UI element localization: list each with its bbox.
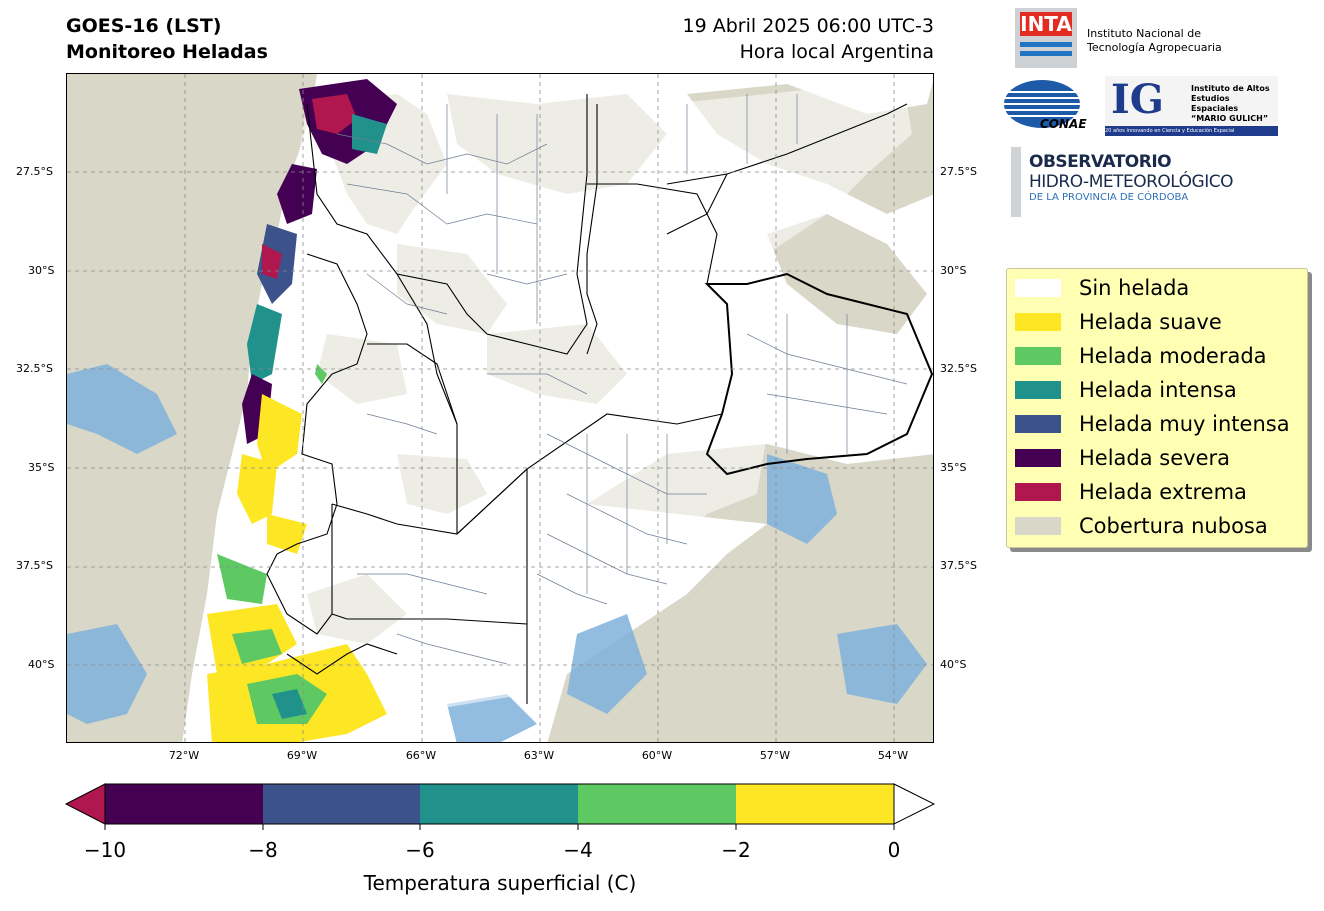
- lon-label: 66°W: [405, 749, 437, 762]
- lon-label: 69°W: [286, 749, 318, 762]
- legend-swatch: [1015, 517, 1061, 535]
- legend-label: Cobertura nubosa: [1079, 514, 1268, 538]
- colorbar-title: Temperatura superficial (C): [363, 871, 637, 895]
- date-line: 19 Abril 2025 06:00 UTC-3: [682, 15, 934, 37]
- colorbar: [64, 783, 936, 830]
- legend-item: Helada extrema: [1015, 477, 1247, 507]
- lon-label: 72°W: [168, 749, 200, 762]
- lat-label-right: 37.5°S: [940, 559, 977, 572]
- colorbar-tick: −10: [83, 838, 127, 862]
- colorbar-segment: [263, 784, 420, 824]
- legend-label: Helada suave: [1079, 310, 1222, 334]
- inta-mark: INTA: [1020, 12, 1072, 36]
- colorbar-segment: [420, 784, 578, 824]
- colorbar-over-arrow: [893, 783, 936, 825]
- department-boundaries: [336, 94, 908, 665]
- conae-logo: [1004, 80, 1080, 128]
- chart-title: GOES-16 (LST) Monitoreo Heladas: [66, 13, 268, 65]
- colorbar-tick: −4: [563, 838, 593, 862]
- legend-swatch: [1015, 279, 1061, 297]
- lat-label-left: 40°S: [28, 658, 55, 671]
- lon-label: 60°W: [641, 749, 673, 762]
- lat-label-left: 30°S: [28, 264, 55, 277]
- lon-label: 57°W: [759, 749, 791, 762]
- legend-swatch: [1015, 483, 1061, 501]
- lon-label: 54°W: [877, 749, 909, 762]
- map-panel: [66, 73, 934, 743]
- frost-layer: [207, 79, 397, 742]
- lat-label-left: 32.5°S: [16, 362, 53, 375]
- map-svg: [67, 74, 933, 742]
- legend-label: Helada intensa: [1079, 378, 1237, 402]
- lat-label-right: 32.5°S: [940, 362, 977, 375]
- colorbar-segment: [736, 784, 894, 824]
- date-block: 19 Abril 2025 06:00 UTC-3 Hora local Arg…: [560, 13, 934, 65]
- colorbar-segment: [578, 784, 736, 824]
- lon-label: 63°W: [523, 749, 555, 762]
- legend-swatch: [1015, 313, 1061, 331]
- colorbar-tick: 0: [887, 838, 901, 862]
- observatorio-bar: [1011, 147, 1021, 217]
- legend-label: Helada moderada: [1079, 344, 1267, 368]
- legend-swatch: [1015, 347, 1061, 365]
- colorbar-segment: [105, 784, 263, 824]
- legend-swatch: [1015, 415, 1061, 433]
- colorbar-tick: −6: [405, 838, 435, 862]
- legend: Sin helada Helada suave Helada moderada …: [1006, 268, 1308, 548]
- legend-label: Sin helada: [1079, 276, 1190, 300]
- lat-label-right: 27.5°S: [940, 165, 977, 178]
- ig-tagline: 20 años innovando en Ciencia y Educación…: [1105, 126, 1278, 136]
- legend-label: Helada severa: [1079, 446, 1230, 470]
- graticule: [67, 74, 933, 742]
- title-line-1: GOES-16 (LST): [66, 15, 222, 37]
- legend-item: Helada muy intensa: [1015, 409, 1290, 439]
- local-time-line: Hora local Argentina: [739, 41, 934, 63]
- lat-label-left: 27.5°S: [16, 165, 53, 178]
- colorbar-tick: −2: [721, 838, 751, 862]
- legend-label: Helada muy intensa: [1079, 412, 1290, 436]
- legend-swatch: [1015, 449, 1061, 467]
- colorbar-under-arrow: [64, 783, 106, 825]
- lat-label-left: 37.5°S: [16, 559, 53, 572]
- conae-wordmark: CONAE: [1040, 117, 1087, 131]
- lat-label-right: 35°S: [940, 461, 967, 474]
- lat-label-right: 30°S: [940, 264, 967, 277]
- lat-label-left: 35°S: [28, 461, 55, 474]
- legend-item: Helada moderada: [1015, 341, 1267, 371]
- lat-label-right: 40°S: [940, 658, 967, 671]
- observatorio-logo: OBSERVATORIO HIDRO-METEOROLÓGICO DE LA P…: [1029, 152, 1233, 203]
- inta-name: Instituto Nacional de Tecnología Agropec…: [1087, 27, 1222, 54]
- land-area: [207, 74, 912, 742]
- legend-item: Helada suave: [1015, 307, 1222, 337]
- legend-item: Cobertura nubosa: [1015, 511, 1268, 541]
- legend-item: Sin helada: [1015, 273, 1189, 303]
- colorbar-tick: −8: [248, 838, 278, 862]
- ocean-speckle-layer: [67, 364, 927, 742]
- legend-item: Helada severa: [1015, 443, 1230, 473]
- legend-item: Helada intensa: [1015, 375, 1237, 405]
- ig-logo: IG Instituto de Altos Estudios Espaciale…: [1105, 76, 1278, 136]
- inta-logo: INTA: [1015, 8, 1077, 68]
- legend-swatch: [1015, 381, 1061, 399]
- title-line-2: Monitoreo Heladas: [66, 41, 268, 63]
- legend-label: Helada extrema: [1079, 480, 1247, 504]
